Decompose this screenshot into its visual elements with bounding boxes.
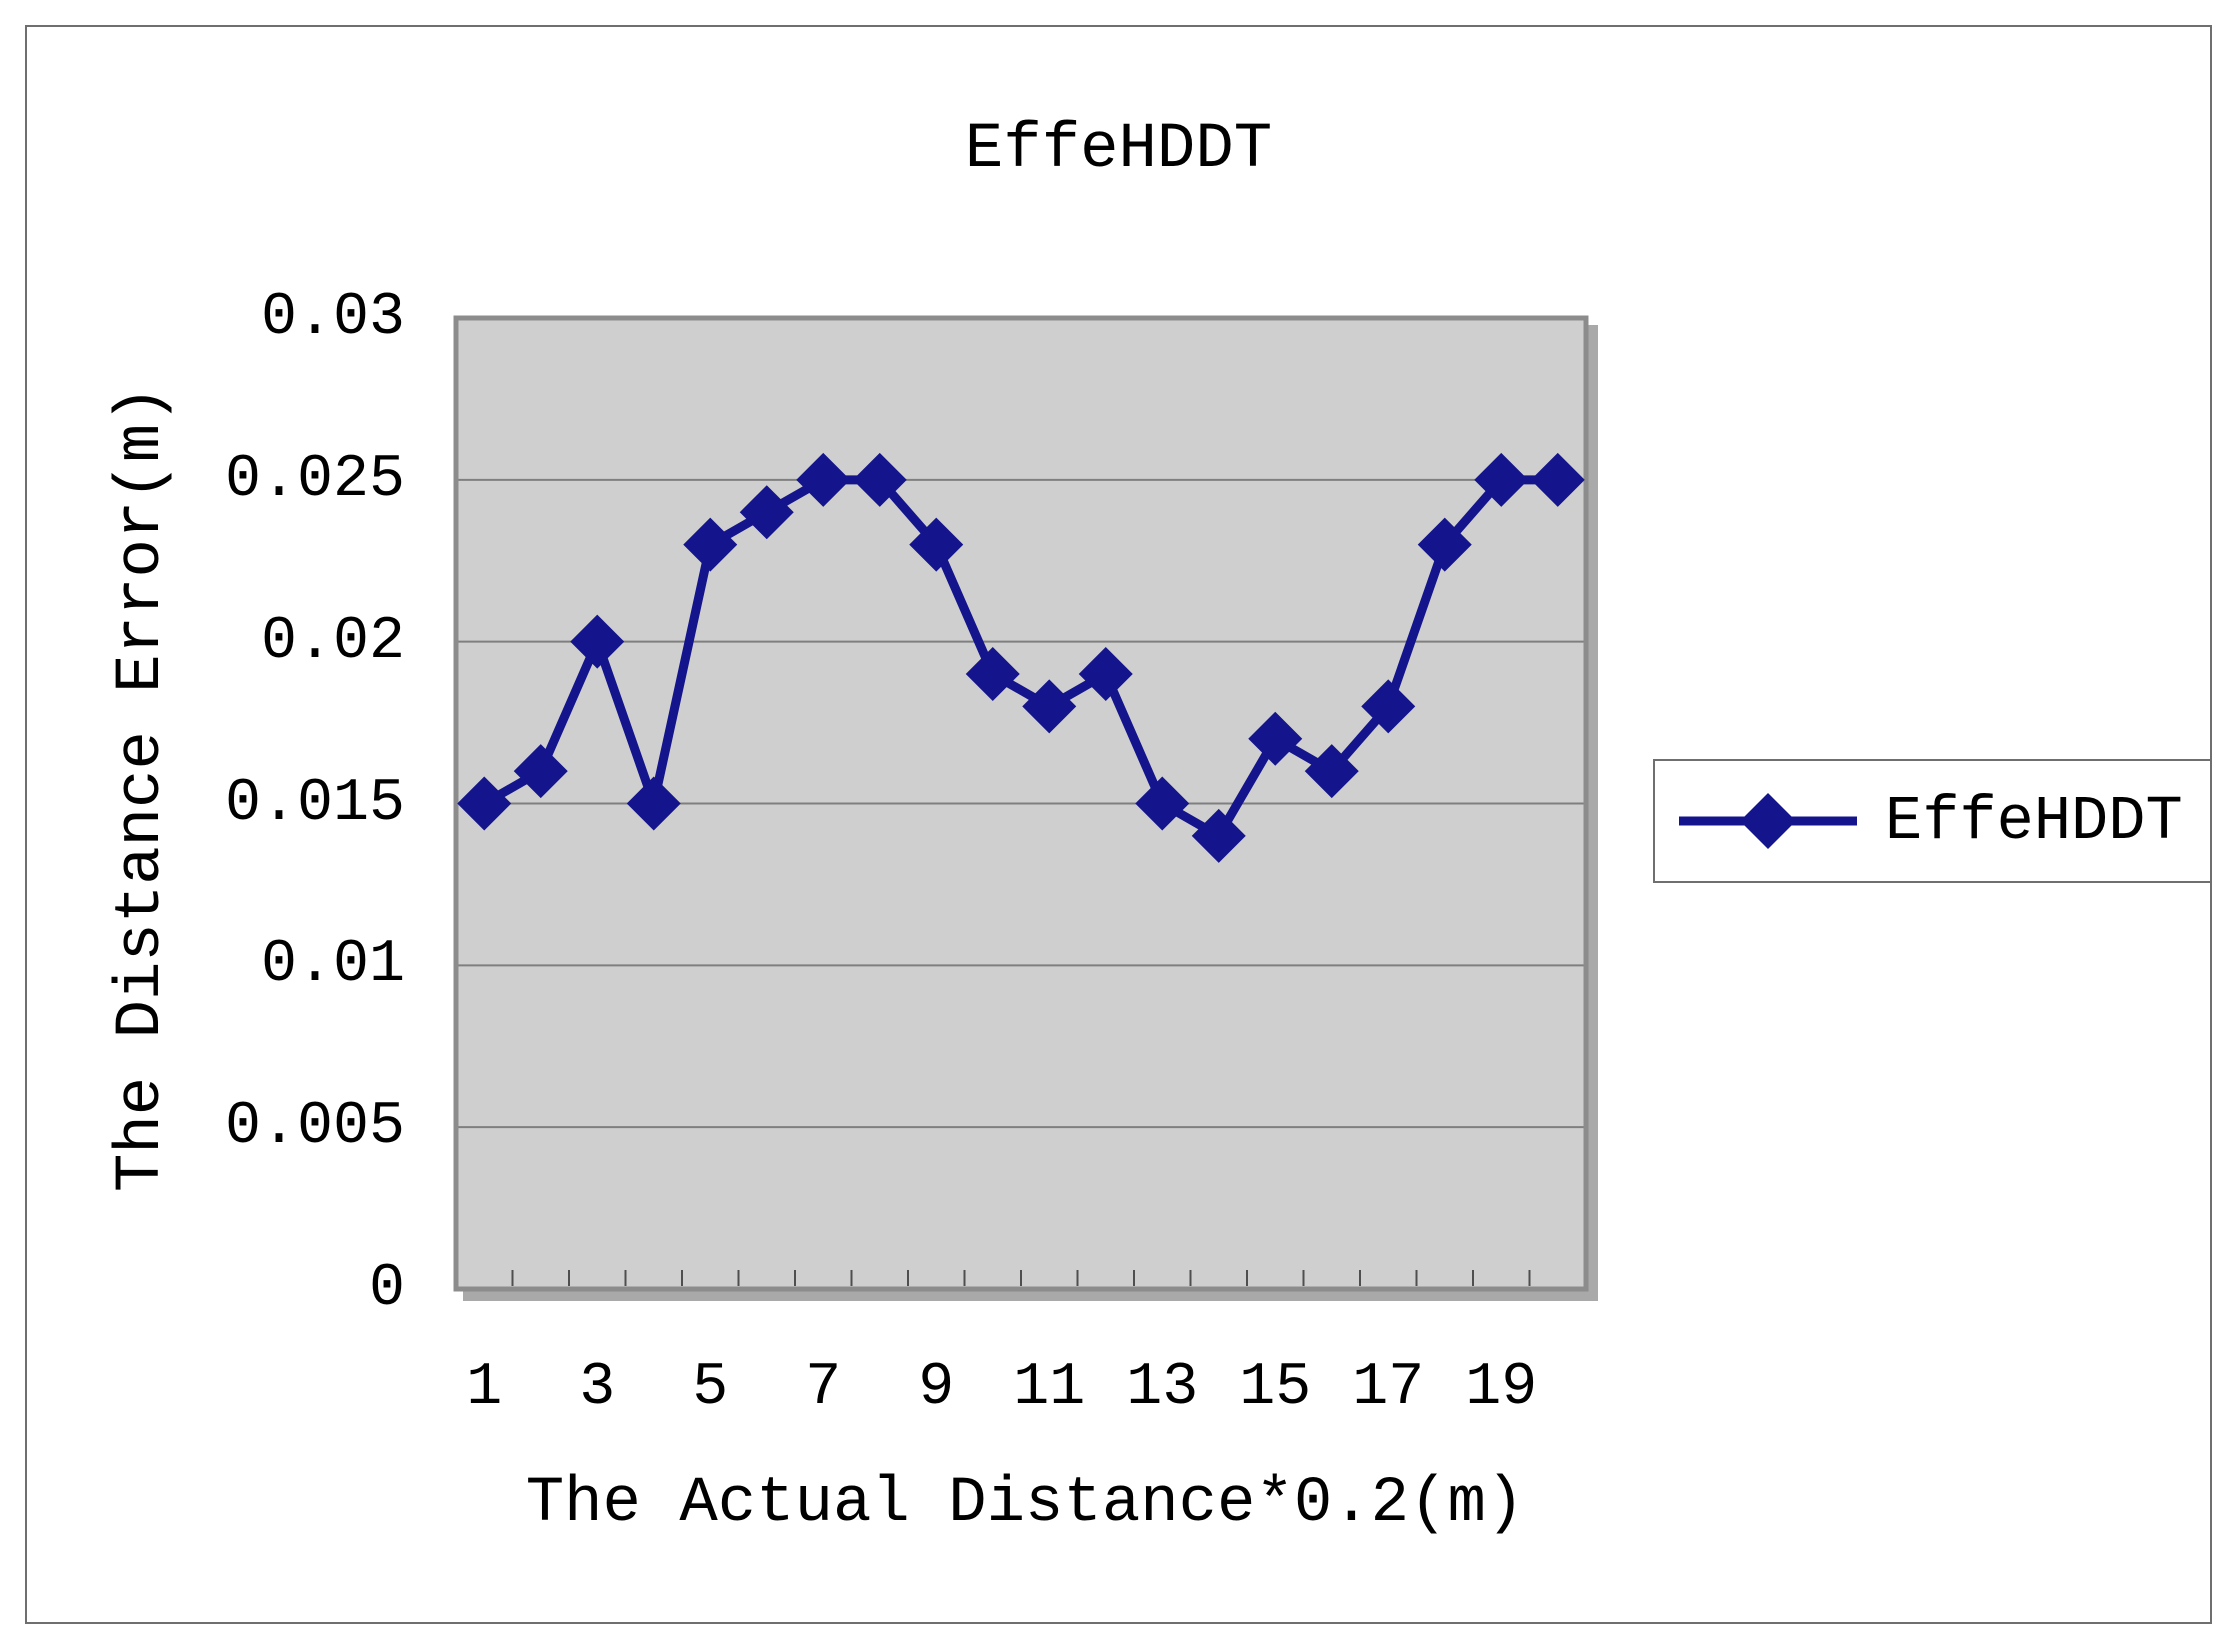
x-tick-label: 1 — [466, 1354, 503, 1422]
y-tick-label: 0.015 — [224, 769, 405, 838]
data-point-marker — [513, 744, 568, 799]
y-tick-label: 0.025 — [224, 445, 405, 514]
data-point-marker — [1417, 517, 1472, 572]
data-point-marker — [909, 517, 964, 572]
legend: EffeHDDT — [1653, 759, 2212, 883]
x-tick-label: 9 — [918, 1354, 955, 1422]
y-tick-label: 0.02 — [260, 607, 405, 676]
y-tick-label: 0.005 — [224, 1093, 405, 1162]
plot-area — [453, 315, 1598, 1301]
data-point-marker — [1135, 776, 1190, 831]
data-point-marker — [1474, 452, 1529, 507]
data-point-marker — [1022, 679, 1077, 734]
data-point-marker — [1304, 744, 1359, 799]
data-point-marker — [739, 485, 794, 540]
chart-title: EffeHDDT — [964, 114, 1273, 186]
x-tick-label: 3 — [579, 1354, 616, 1422]
x-tick-label: 17 — [1352, 1354, 1425, 1422]
y-tick-label: 0 — [368, 1255, 405, 1323]
data-point-marker — [683, 517, 738, 572]
data-point-marker — [1361, 679, 1416, 734]
x-tick-label: 7 — [805, 1354, 842, 1422]
x-tick-label: 15 — [1239, 1354, 1312, 1422]
legend-series-marker-icon — [1679, 793, 1857, 849]
x-tick-label: 19 — [1465, 1354, 1538, 1422]
data-point-marker — [1078, 647, 1133, 702]
x-tick-label: 13 — [1126, 1354, 1199, 1422]
x-tick-label: 5 — [692, 1354, 729, 1422]
legend-series-label: EffeHDDT — [1885, 785, 2183, 857]
data-point-marker — [852, 452, 907, 507]
y-tick-label: 0.01 — [260, 931, 405, 1000]
data-point-marker — [1191, 808, 1246, 863]
y-tick-label: 0.03 — [260, 284, 405, 352]
data-point-marker — [626, 776, 681, 831]
data-point-marker — [1248, 711, 1303, 766]
data-point-marker — [1530, 452, 1585, 507]
data-point-marker — [796, 452, 851, 507]
data-point-marker — [570, 614, 625, 669]
data-point-marker — [457, 776, 512, 831]
data-point-marker — [965, 647, 1020, 702]
x-tick-label: 11 — [1013, 1354, 1086, 1422]
x-axis-title: The Actual Distance*0.2(m) — [525, 1468, 1525, 1540]
